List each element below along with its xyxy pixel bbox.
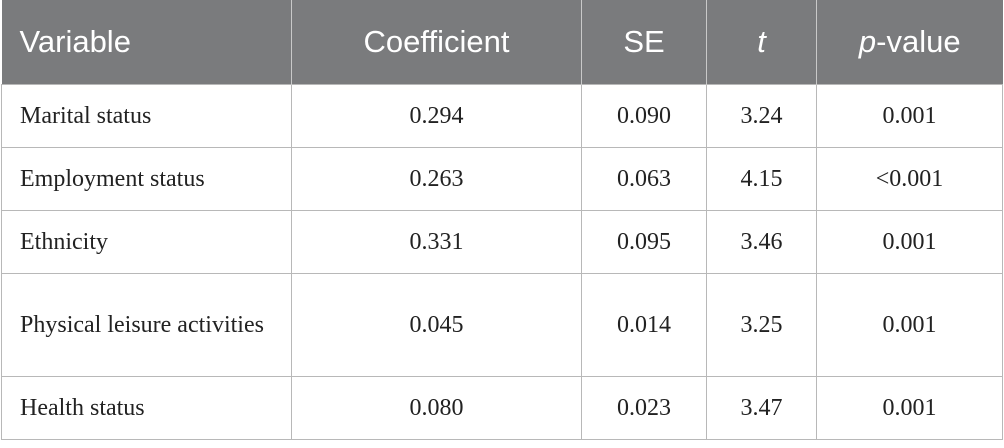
cell-variable: Employment status (1, 147, 292, 211)
table-body: Marital status 0.294 0.090 3.24 0.001 Em… (1, 84, 1003, 440)
header-t: t (706, 0, 817, 85)
cell-coefficient: 0.294 (291, 84, 582, 148)
cell-p-value: 0.001 (816, 273, 1003, 377)
cell-t: 3.24 (706, 84, 817, 148)
cell-p-value: 0.001 (816, 210, 1003, 274)
cell-variable: Marital status (1, 84, 292, 148)
header-p-value: p-value (816, 0, 1003, 85)
header-coefficient: Coefficient (291, 0, 582, 85)
header-row: Variable Coefficient SE t p-value (1, 0, 1003, 85)
table-header: Variable Coefficient SE t p-value (1, 0, 1003, 85)
cell-se: 0.095 (581, 210, 707, 274)
header-se: SE (581, 0, 707, 85)
cell-variable: Ethnicity (1, 210, 292, 274)
cell-coefficient: 0.080 (291, 376, 582, 440)
table-row: Health status 0.080 0.023 3.47 0.001 (1, 376, 1003, 440)
header-p-suffix: -value (876, 24, 961, 59)
cell-p-value: 0.001 (816, 376, 1003, 440)
cell-t: 3.47 (706, 376, 817, 440)
cell-se: 0.014 (581, 273, 707, 377)
cell-se: 0.090 (581, 84, 707, 148)
table-row: Physical leisure activities 0.045 0.014 … (1, 273, 1003, 377)
cell-p-value: <0.001 (816, 147, 1003, 211)
cell-t: 3.46 (706, 210, 817, 274)
header-p-italic: p (858, 24, 877, 59)
cell-variable: Health status (1, 376, 292, 440)
cell-t: 4.15 (706, 147, 817, 211)
cell-p-value: 0.001 (816, 84, 1003, 148)
cell-se: 0.063 (581, 147, 707, 211)
cell-coefficient: 0.045 (291, 273, 582, 377)
table-row: Employment status 0.263 0.063 4.15 <0.00… (1, 147, 1003, 211)
cell-coefficient: 0.263 (291, 147, 582, 211)
header-variable: Variable (1, 0, 292, 85)
cell-t: 3.25 (706, 273, 817, 377)
cell-variable: Physical leisure activities (1, 273, 292, 377)
cell-se: 0.023 (581, 376, 707, 440)
cell-coefficient: 0.331 (291, 210, 582, 274)
table-row: Ethnicity 0.331 0.095 3.46 0.001 (1, 210, 1003, 274)
table-row: Marital status 0.294 0.090 3.24 0.001 (1, 84, 1003, 148)
